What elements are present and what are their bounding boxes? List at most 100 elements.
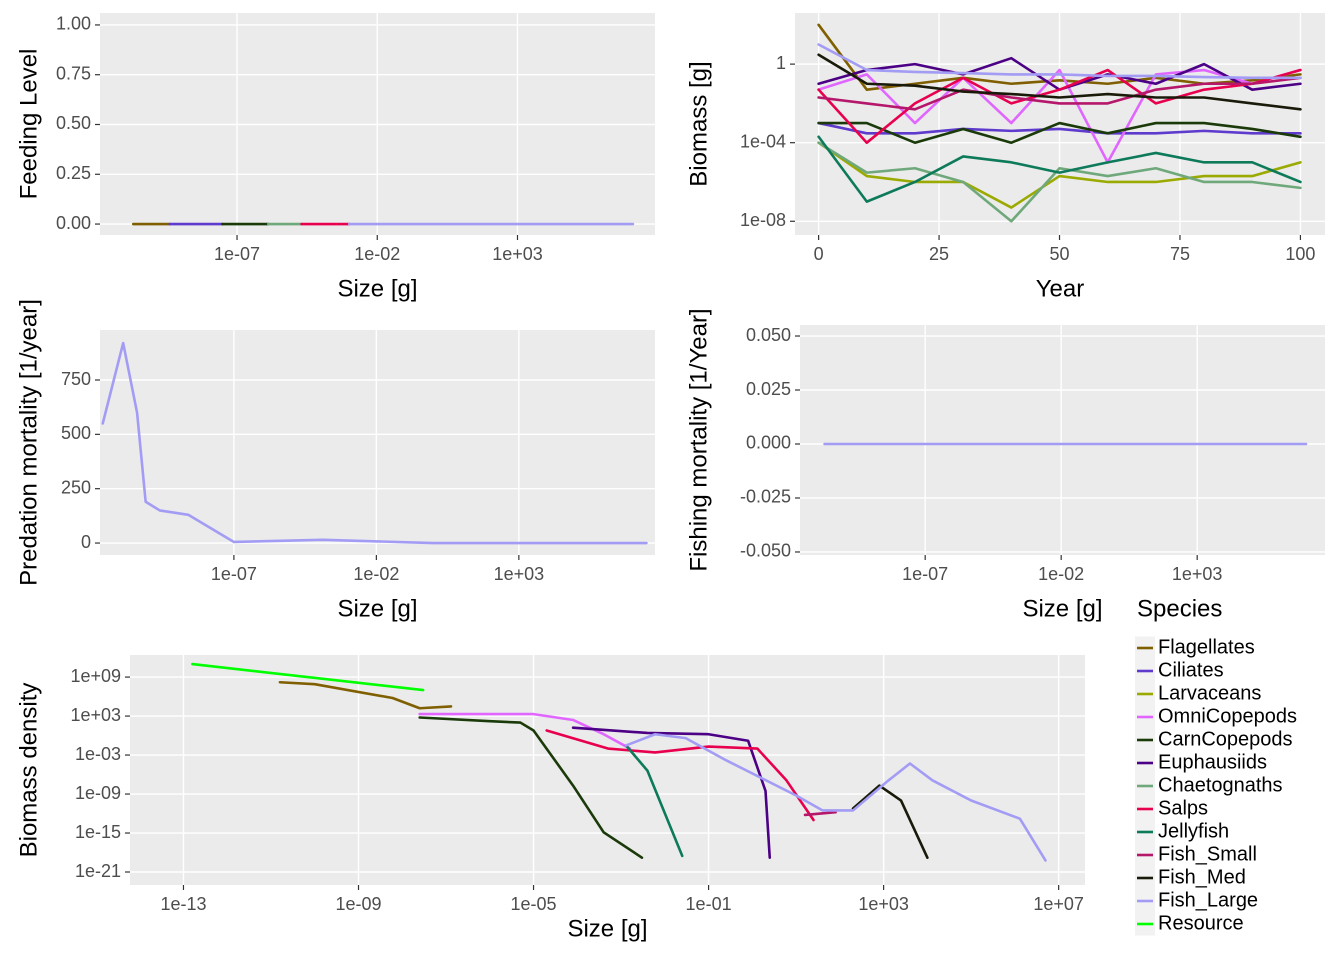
legend-label: Flagellates — [1158, 636, 1255, 658]
y-tick-label: -0.025 — [740, 487, 791, 507]
y-tick-label: 750 — [61, 369, 91, 389]
y-tick-label: -0.050 — [740, 541, 791, 561]
x-tick-label: 1e-07 — [902, 564, 948, 584]
x-tick-label: 1e-07 — [211, 564, 257, 584]
series-line — [545, 729, 815, 822]
panel: 0 250 500 750 1e-07 1e-02 1e+03 Size [g] Predati… — [15, 299, 655, 622]
y-axis-title: Biomass [g] — [685, 61, 712, 186]
x-axis-title: Size [g] — [337, 595, 417, 622]
y-tick-label: 1e+09 — [70, 666, 121, 686]
plot-background — [800, 325, 1325, 555]
x-tick-label: 1e-05 — [511, 894, 557, 914]
legend-label: Chaetognaths — [1158, 774, 1283, 796]
legend-label: Fish_Med — [1158, 866, 1246, 888]
series-line — [817, 141, 1302, 209]
x-tick-label: 1e+03 — [858, 894, 909, 914]
series-line — [817, 53, 1302, 111]
x-tick-label: 25 — [929, 244, 949, 264]
series-line — [817, 141, 1302, 223]
legend: Species FlagellatesCiliatesLarvaceansOmni… — [1135, 595, 1297, 936]
lines — [817, 23, 1302, 223]
y-axis-title: Feeding Level — [15, 49, 42, 200]
legend-label: OmniCopepods — [1158, 705, 1297, 727]
series-line — [817, 121, 1302, 135]
x-tick-label: 1e+03 — [1172, 564, 1223, 584]
x-tick-label: 1e-02 — [353, 564, 399, 584]
y-tick-label: 0.00 — [56, 213, 91, 233]
x-tick-label: 1e-02 — [1038, 564, 1084, 584]
panel: 0.00 0.25 0.50 0.75 1.00 1e-07 1e-02 1e+03 Size … — [15, 13, 655, 302]
y-tick-label: 0.025 — [746, 379, 791, 399]
panel: 1e-08 1e-04 1 0 25 50 75 100 Year Biomass [g] — [685, 13, 1325, 302]
series-line — [817, 121, 1302, 144]
x-tick-label: 1e-13 — [160, 894, 206, 914]
y-tick-label: 0.050 — [746, 325, 791, 345]
x-axis-title: Size [g] — [1022, 595, 1102, 622]
x-tick-label: 50 — [1050, 244, 1070, 264]
series-line — [624, 732, 1047, 862]
series-line — [101, 341, 648, 545]
legend-label: Larvaceans — [1158, 682, 1261, 704]
y-tick-label: 1e-08 — [740, 210, 786, 230]
x-axis-title: Year — [1036, 275, 1085, 302]
legend-title: Species — [1137, 595, 1222, 622]
y-tick-label: 1e+03 — [70, 705, 121, 725]
x-axis-title: Size [g] — [337, 275, 417, 302]
x-tick-label: 1e-09 — [335, 894, 381, 914]
y-tick-label: 1.00 — [56, 14, 91, 34]
lines — [191, 662, 1047, 862]
y-tick-label: 1 — [776, 53, 786, 73]
panel: 1e-21 1e-15 1e-09 1e-03 1e+03 1e+09 1e-13 1e-09… — [15, 655, 1085, 942]
x-tick-label: 1e-01 — [686, 894, 732, 914]
legend-label: Fish_Large — [1158, 889, 1258, 911]
x-tick-label: 1e+07 — [1033, 894, 1084, 914]
y-tick-label: 1e-15 — [75, 822, 121, 842]
y-axis-title: Fishing mortality [1/Year] — [685, 308, 712, 571]
series-line — [817, 76, 1302, 111]
lines — [101, 341, 648, 545]
series-line — [851, 784, 929, 859]
x-tick-label: 1e+03 — [494, 564, 545, 584]
y-axis-title: Predation mortality [1/year] — [15, 299, 42, 586]
y-tick-label: 0.50 — [56, 113, 91, 133]
y-tick-label: 0 — [81, 532, 91, 552]
y-tick-label: 0.25 — [56, 163, 91, 183]
x-tick-label: 0 — [814, 244, 824, 264]
y-tick-label: 1e-04 — [740, 131, 786, 151]
y-axis-title: Biomass density — [15, 683, 42, 858]
legend-label: CarnCopepods — [1158, 728, 1293, 750]
series-line — [817, 43, 1302, 80]
y-tick-label: 1e-03 — [75, 744, 121, 764]
legend-label: Ciliates — [1158, 659, 1224, 681]
x-tick-label: 1e+03 — [492, 244, 543, 264]
series-line — [191, 662, 425, 692]
y-tick-label: 0.000 — [746, 433, 791, 453]
series-line — [817, 68, 1302, 144]
series-line — [624, 744, 684, 858]
y-tick-label: 250 — [61, 477, 91, 497]
x-tick-label: 75 — [1170, 244, 1190, 264]
x-tick-label: 100 — [1285, 244, 1315, 264]
plot-background — [100, 330, 655, 555]
legend-label: Resource — [1158, 912, 1244, 934]
x-tick-label: 1e-02 — [354, 244, 400, 264]
legend-label: Jellyfish — [1158, 820, 1229, 842]
series-line — [803, 810, 837, 817]
y-tick-label: 500 — [61, 423, 91, 443]
plot-background — [130, 655, 1085, 885]
legend-label: Euphausiids — [1158, 751, 1267, 773]
y-tick-label: 0.75 — [56, 63, 91, 83]
x-axis-title: Size [g] — [567, 915, 647, 942]
series-line — [418, 712, 632, 750]
series-line — [418, 716, 644, 859]
series-line — [817, 135, 1302, 203]
series-line — [278, 680, 453, 710]
panel: -0.050 -0.025 0.000 0.025 0.050 1e-07 1e-02 1e+… — [685, 308, 1325, 622]
series-line — [571, 726, 772, 859]
x-tick-label: 1e-07 — [214, 244, 260, 264]
legend-label: Fish_Small — [1158, 843, 1257, 865]
legend-label: Salps — [1158, 797, 1208, 819]
y-tick-label: 1e-09 — [75, 783, 121, 803]
y-tick-label: 1e-21 — [75, 861, 121, 881]
